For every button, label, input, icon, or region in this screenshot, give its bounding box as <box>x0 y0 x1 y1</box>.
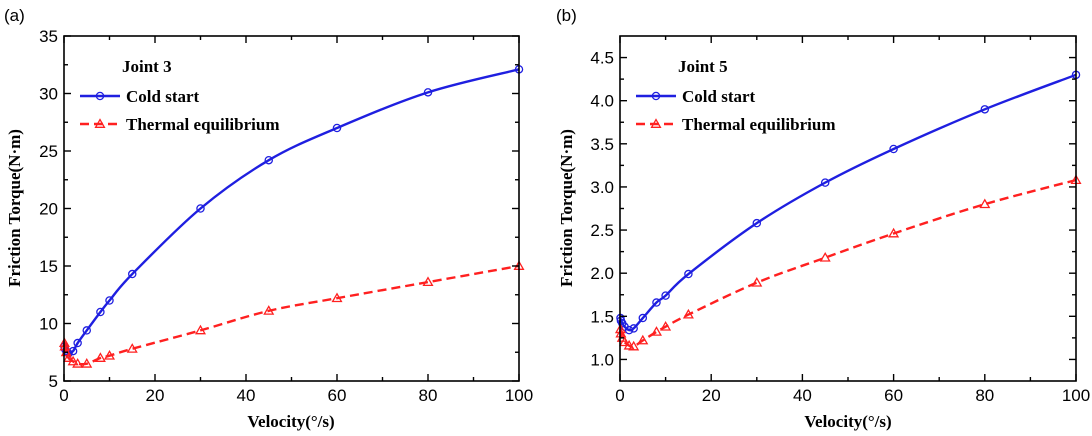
x-tick-label: 20 <box>146 386 165 405</box>
legend-label: Cold start <box>126 87 200 106</box>
data-point <box>126 343 138 353</box>
data-point <box>67 355 79 366</box>
series-line <box>619 73 1077 332</box>
x-tick-label: 60 <box>884 386 903 405</box>
data-point <box>820 178 830 187</box>
y-tick-label: 15 <box>39 257 58 276</box>
data-point <box>263 305 275 315</box>
x-tick-label: 80 <box>975 386 994 405</box>
chart-panel-b: (b) 0 20 40 60 80 100 1.0 1.5 2.0 2.5 3.0 3.5 4.0 4.5… <box>556 6 1090 431</box>
series-line <box>63 68 520 355</box>
data-point <box>81 358 93 368</box>
data-point <box>682 308 694 319</box>
data-point <box>637 334 649 345</box>
data-point <box>629 324 638 333</box>
data-point <box>628 340 640 351</box>
x-axis-label-b: Velocity(°/s) <box>804 412 891 431</box>
plot-marks-b <box>614 70 1082 351</box>
legend-label: Thermal equilibrium <box>126 115 279 134</box>
data-point <box>94 352 106 362</box>
y-tick-label: 2.0 <box>590 264 614 283</box>
legend-title-b: Joint 5 <box>678 57 728 76</box>
x-tick-label: 80 <box>419 386 438 405</box>
data-point <box>661 291 670 300</box>
data-point <box>72 358 84 368</box>
legend-b: Joint 5 Cold start Thermal equilibrium <box>636 57 835 134</box>
data-point <box>660 320 672 331</box>
axis-ticks-b: 0 20 40 60 80 100 1.0 1.5 2.0 2.5 3.0 3.5 4.0 4.5 <box>590 36 1090 405</box>
x-tick-label: 0 <box>615 386 624 405</box>
data-point <box>980 105 990 114</box>
data-point <box>979 198 991 209</box>
plot-marks-a <box>58 65 525 368</box>
data-point <box>889 144 898 154</box>
data-point <box>423 88 433 97</box>
y-axis-label-a: Friction Torque(N·m) <box>5 129 24 287</box>
legend-marker <box>650 118 662 128</box>
x-axis-label-a: Velocity(°/s) <box>247 412 334 431</box>
y-tick-label: 5 <box>49 372 58 391</box>
y-tick-label: 10 <box>39 315 58 334</box>
y-tick-label: 30 <box>39 85 58 104</box>
data-point <box>63 352 75 362</box>
data-point <box>332 123 342 133</box>
data-point <box>819 251 831 262</box>
y-tick-label: 20 <box>39 200 58 219</box>
data-point <box>331 292 343 303</box>
y-tick-label: 1.5 <box>590 307 614 326</box>
y-axis-label-b: Friction Torque(N·m) <box>557 129 576 287</box>
x-tick-label: 100 <box>505 386 533 405</box>
data-point <box>127 269 137 279</box>
legend-label: Cold start <box>682 87 756 106</box>
y-tick-label: 2.5 <box>590 221 614 240</box>
legend-marker <box>94 118 106 128</box>
x-tick-label: 60 <box>328 386 347 405</box>
legend-label: Thermal equilibrium <box>682 115 835 134</box>
axis-ticks-a: 0 20 40 60 80 100 5 10 15 20 25 30 35 <box>39 27 533 405</box>
legend-a: Joint 3 Cold start Thermal equilibrium <box>80 57 279 134</box>
panel-label-b: (b) <box>556 6 577 25</box>
x-tick-label: 0 <box>59 386 68 405</box>
data-point <box>638 313 648 323</box>
legend-marker <box>95 91 105 101</box>
data-point <box>752 218 762 228</box>
legend-marker <box>651 91 661 101</box>
y-tick-label: 3.0 <box>590 178 614 197</box>
y-tick-label: 4.0 <box>590 92 614 111</box>
data-point <box>196 204 205 213</box>
chart-panel-a: (a) 0 20 40 60 80 100 5 10 15 20 25 30 35 Velocity(°… <box>4 6 533 431</box>
x-tick-label: 40 <box>237 386 256 405</box>
x-tick-label: 100 <box>1062 386 1090 405</box>
data-point <box>96 307 105 317</box>
data-point <box>650 326 663 336</box>
series-line <box>619 178 1077 349</box>
legend-title-a: Joint 3 <box>122 57 172 76</box>
data-point <box>73 338 82 348</box>
data-point <box>888 227 900 238</box>
data-point <box>105 296 114 305</box>
x-tick-label: 40 <box>793 386 812 405</box>
x-tick-label: 20 <box>702 386 721 405</box>
data-point <box>652 298 661 307</box>
data-point <box>422 276 434 287</box>
data-point <box>264 155 273 165</box>
y-tick-label: 3.5 <box>590 135 614 154</box>
panel-label-a: (a) <box>4 6 25 25</box>
y-tick-label: 25 <box>39 142 58 161</box>
data-point <box>82 326 92 335</box>
data-point <box>751 276 763 287</box>
data-point <box>103 349 116 360</box>
data-point <box>619 336 631 347</box>
data-point <box>684 269 693 279</box>
y-tick-label: 1.0 <box>590 350 614 369</box>
data-point <box>68 346 78 356</box>
series-line <box>63 264 520 366</box>
y-tick-label: 35 <box>39 27 58 46</box>
data-point <box>624 325 634 335</box>
y-tick-label: 4.5 <box>590 49 614 68</box>
data-point <box>194 324 207 335</box>
